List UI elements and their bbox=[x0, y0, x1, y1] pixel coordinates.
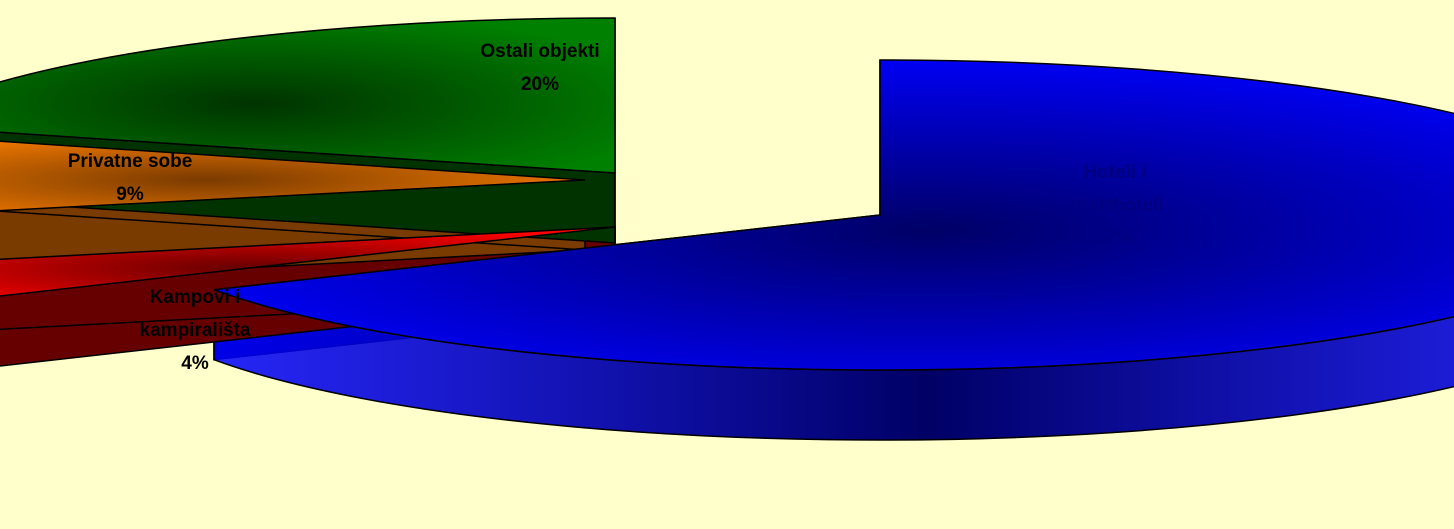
slice-name-label: Hoteli i bbox=[1083, 162, 1146, 183]
pie-slice-3 bbox=[0, 17, 616, 174]
pie-slice-0 bbox=[213, 59, 1454, 371]
slice-label: Kampovi i kampirališta 4% bbox=[140, 287, 251, 374]
slice-name-label: Kampovi i bbox=[150, 287, 241, 308]
slice-percent-label: 4% bbox=[181, 353, 209, 374]
slice-name-label: Ostali objekti bbox=[480, 41, 599, 62]
slice-name-label: Privatne sobe bbox=[68, 151, 193, 172]
slice-percent-label: 67% bbox=[1096, 228, 1134, 249]
slice-label: Hoteli i aparthoteli 67% bbox=[1066, 162, 1163, 249]
slice-name-label: aparthoteli bbox=[1066, 195, 1163, 216]
slice-name-label: kampirališta bbox=[140, 320, 251, 341]
slice-percent-label: 9% bbox=[116, 184, 144, 205]
slice-label: Privatne sobe 9% bbox=[68, 151, 193, 205]
slice-label: Ostali objekti 20% bbox=[480, 41, 599, 95]
slice-percent-label: 20% bbox=[521, 74, 559, 95]
pie-slice-2 bbox=[0, 140, 586, 212]
pie-slice-1 bbox=[0, 226, 616, 297]
